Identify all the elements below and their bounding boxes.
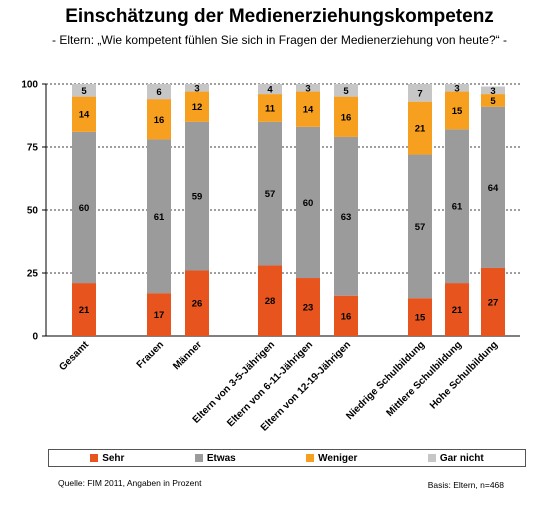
data-label: 59 [192,192,203,203]
data-label: 14 [79,110,90,121]
data-label: 23 [303,303,314,314]
data-label: 21 [79,305,90,316]
data-label: 3 [194,83,199,94]
data-label: 21 [415,124,426,135]
data-label: 26 [192,299,203,310]
data-label: 14 [303,105,314,116]
bar-segment [185,270,209,336]
data-label: 5 [490,96,496,107]
x-tick-label: Frauen [135,339,166,370]
bar-segment [445,129,469,284]
legend-label: Etwas [206,452,236,464]
bar-segment [408,101,432,155]
basis-note: Basis: Eltern, n=468 [427,480,504,490]
stacked-bar-chart: 02550751002160145Gesamt1761166Frauen2659… [21,80,520,434]
legend-item: Sehr [90,453,124,464]
data-label: 64 [488,183,499,194]
data-label: 4 [267,85,273,96]
bar-segment [445,283,469,336]
bar-segment [481,86,505,95]
data-label: 21 [452,305,463,316]
data-label: 6 [156,87,161,98]
bar-segment [408,154,432,299]
chart-subtitle: - Eltern: „Wie kompetent fühlen Sie sich… [52,33,507,47]
bar-segment [481,267,505,336]
bar-segment [147,293,171,336]
data-label: 28 [265,296,276,307]
legend-swatch [427,454,436,462]
data-label: 16 [341,112,352,123]
legend-item: Weniger [306,453,357,464]
bar-segment [334,136,358,296]
legend-label: Gar nicht [439,452,484,464]
data-label: 3 [305,83,310,94]
data-label: 15 [415,313,426,324]
bar-segment [408,298,432,336]
data-label: 11 [265,103,276,114]
bar-segment [296,126,320,279]
y-tick-label: 100 [21,80,38,91]
bar-segment [445,84,469,92]
bar-segment [72,131,96,284]
bar-segment [147,84,171,100]
y-tick-label: 25 [27,269,39,280]
bar-segment [296,91,320,127]
bar-segment [296,278,320,336]
legend-item: Gar nicht [427,452,484,464]
legend: Sehr Etwas Weniger Gar nicht [48,449,526,467]
y-tick-label: 50 [27,206,39,217]
legend-item: Etwas [194,452,236,464]
bar-segment [185,121,209,271]
source-note: Quelle: FIM 2011, Angaben in Prozent [58,478,202,488]
x-tick-label: Hohe Schulbildung [428,339,500,411]
y-tick-label: 75 [27,143,39,154]
data-label: 57 [415,222,426,233]
legend-label: Weniger [318,452,358,464]
data-label: 16 [154,115,165,126]
data-label: 12 [192,102,203,113]
bar-segment [258,121,282,266]
bar-segment [334,84,358,97]
bar-segment [334,295,358,336]
y-tick-label: 0 [32,332,38,343]
data-label: 60 [79,203,90,214]
data-label: 7 [417,88,422,99]
data-label: 61 [452,202,463,213]
bar-segment [185,91,209,122]
bar-segment [258,94,282,122]
data-label: 60 [303,198,314,209]
data-label: 3 [454,83,459,94]
bar-segment [296,84,320,92]
legend-swatch [194,454,203,462]
data-label: 61 [154,212,165,223]
data-label: 16 [341,311,352,322]
data-label: 5 [81,86,87,97]
bar-segment [185,84,209,92]
legend-label: Sehr [102,452,125,464]
data-label: 63 [341,212,352,223]
data-label: 5 [343,86,349,97]
legend-swatch [306,454,315,462]
bar-segment [445,91,469,130]
bar-segment [408,84,432,102]
bar-segment [147,99,171,140]
bar-segment [147,139,171,294]
data-label: 15 [452,106,463,117]
bar-segment [72,96,96,132]
x-tick-label: Gesamt [57,339,91,373]
bar-segment [258,84,282,95]
bar-segment [334,96,358,137]
legend-swatch [90,454,99,462]
bar-segment [258,265,282,336]
bar-segment [481,94,505,107]
data-label: 17 [154,310,165,321]
chart-title: Einschätzung der Medienerziehungskompete… [65,6,494,27]
bar-segment [72,84,96,97]
data-label: 57 [265,189,276,200]
bar-segment [481,106,505,268]
data-label: 3 [490,86,495,97]
bar-segment [72,283,96,336]
x-tick-label: Männer [171,339,204,372]
data-label: 27 [488,297,499,308]
